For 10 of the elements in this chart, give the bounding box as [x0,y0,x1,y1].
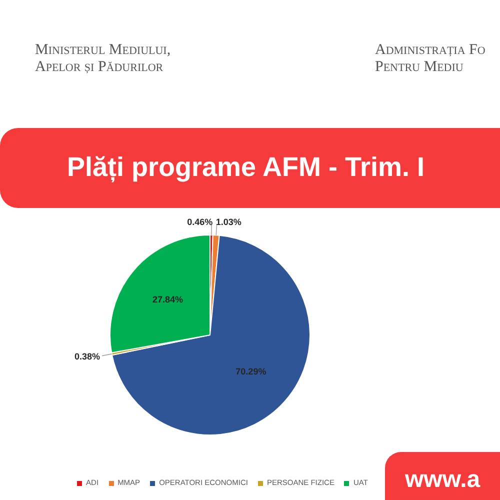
data-label: 1.03% [216,217,242,228]
data-label: 0.38% [74,351,100,362]
data-label: 0.46% [187,217,213,228]
data-label: 70.29% [236,366,266,377]
rounded-box: www.a [385,452,500,500]
data-label: 27.84% [152,294,184,305]
text: Administrația Fo Pentru Mediu [375,42,486,76]
rounded-banner: Plăți programe AFM - Trim. I [0,128,500,208]
chart-title: Plăți programe AFM - Trim. I [67,151,425,184]
text: Ministerul Mediului, Apelor și Pădurilor [35,42,171,76]
